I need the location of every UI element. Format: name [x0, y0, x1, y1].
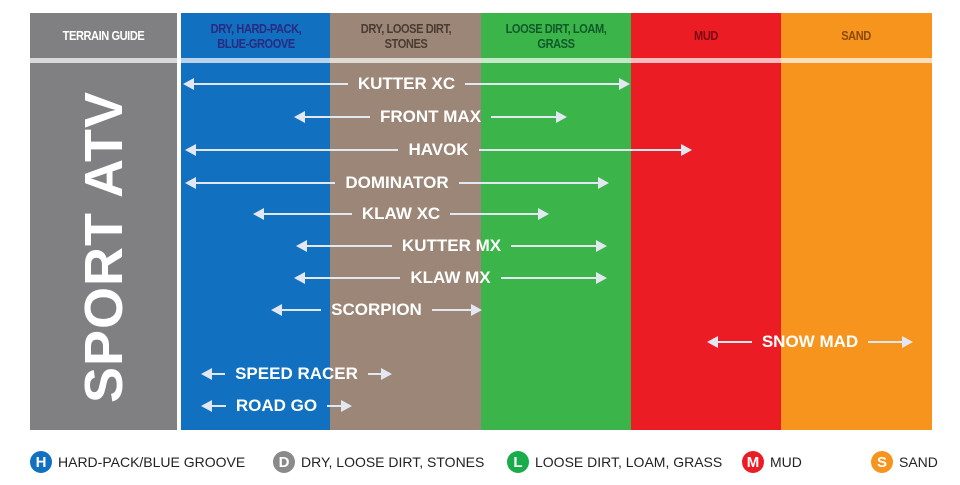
tire-row-front-max: FRONT MAX [294, 107, 567, 127]
sand-badge-icon: S [871, 451, 893, 473]
arrow-left-icon [200, 368, 226, 380]
arrow-left-icon [184, 144, 399, 156]
tire-label: KLAW XC [361, 204, 441, 223]
tire-label: DOMINATOR [345, 173, 449, 192]
legend-label: SAND [899, 454, 938, 470]
category-text: SPORT ATV [73, 90, 134, 403]
tire-label: SCORPION [331, 300, 422, 319]
header-title: TERRAIN GUIDE [62, 28, 145, 43]
arrow-right-icon [327, 400, 352, 412]
tire-row-snow-mad: SNOW MAD [707, 332, 913, 352]
arrow-left-icon [296, 240, 392, 252]
arrow-right-icon [465, 78, 630, 90]
loam-badge-icon: L [507, 451, 529, 473]
legend-mud: M MUD [742, 451, 802, 473]
legend-sand: S SAND [871, 451, 938, 473]
legend-loose-dirt: D DRY, LOOSE DIRT, STONES [273, 451, 484, 473]
sidebar-column [30, 13, 181, 430]
arrow-right-icon [491, 111, 567, 123]
arrow-right-icon [478, 144, 693, 156]
loose-dirt-badge-icon: D [273, 451, 295, 473]
tire-row-dominator: DOMINATOR [184, 173, 610, 193]
hardpack-badge-icon: H [30, 451, 52, 473]
column-sand [781, 13, 932, 430]
legend-label: HARD-PACK/BLUE GROOVE [58, 454, 246, 470]
header-loam: LOOSE DIRT, LOAM, GRASS [505, 20, 607, 51]
header-mud: MUD [694, 28, 718, 43]
tire-label: HAVOK [408, 140, 469, 159]
tire-row-scorpion: SCORPION [270, 300, 483, 320]
legend-loam: L LOOSE DIRT, LOAM, GRASS [507, 451, 722, 473]
arrow-left-icon [201, 400, 226, 412]
legend-label: MUD [770, 454, 802, 470]
tire-row-speed-racer: SPEED RACER [200, 364, 393, 384]
arrow-left-icon [270, 304, 322, 316]
arrow-right-icon [868, 336, 913, 348]
legend-label: DRY, LOOSE DIRT, STONES [301, 454, 485, 470]
arrow-left-icon [707, 336, 752, 348]
tire-row-klaw-xc: KLAW XC [253, 204, 549, 224]
mud-badge-icon: M [742, 451, 764, 473]
arrow-left-icon [293, 272, 401, 284]
arrow-right-icon [450, 208, 549, 220]
tire-row-klaw-mx: KLAW MX [293, 268, 608, 288]
header-loose-dirt: DRY, LOOSE DIRT, STONES [360, 20, 452, 51]
tire-label: SNOW MAD [761, 332, 859, 351]
arrow-left-icon [294, 111, 370, 123]
tire-row-road-go: ROAD GO [201, 396, 352, 416]
category-label: SPORT ATV [30, 63, 177, 430]
legend-label: LOOSE DIRT, LOAM, GRASS [535, 454, 723, 470]
tire-label: KLAW MX [410, 268, 491, 287]
header-sand: SAND [841, 28, 871, 43]
tire-label: KUTTER XC [357, 74, 456, 93]
tire-label: SPEED RACER [235, 364, 358, 383]
divider [30, 58, 932, 63]
tire-label: KUTTER MX [401, 236, 502, 255]
arrow-left-icon [184, 177, 336, 189]
arrow-right-icon [458, 177, 610, 189]
legend-hardpack: H HARD-PACK/BLUE GROOVE [30, 451, 245, 473]
arrow-right-icon [511, 240, 607, 252]
tire-row-havok: HAVOK [184, 140, 693, 160]
arrow-right-icon [367, 368, 393, 380]
column-mud [631, 13, 781, 430]
divider [177, 13, 181, 430]
arrow-right-icon [500, 272, 608, 284]
arrow-left-icon [253, 208, 352, 220]
tire-row-kutter-xc: KUTTER XC [183, 74, 630, 94]
column-loam [481, 13, 631, 430]
tire-label: ROAD GO [235, 396, 318, 415]
arrow-right-icon [431, 304, 483, 316]
column-loose-dirt [330, 13, 481, 430]
tire-row-kutter-mx: KUTTER MX [296, 236, 607, 256]
header-hardpack: DRY, HARD-PACK, BLUE-GROOVE [210, 20, 302, 51]
arrow-left-icon [183, 78, 348, 90]
column-hardpack [181, 13, 330, 430]
tire-label: FRONT MAX [379, 107, 482, 126]
